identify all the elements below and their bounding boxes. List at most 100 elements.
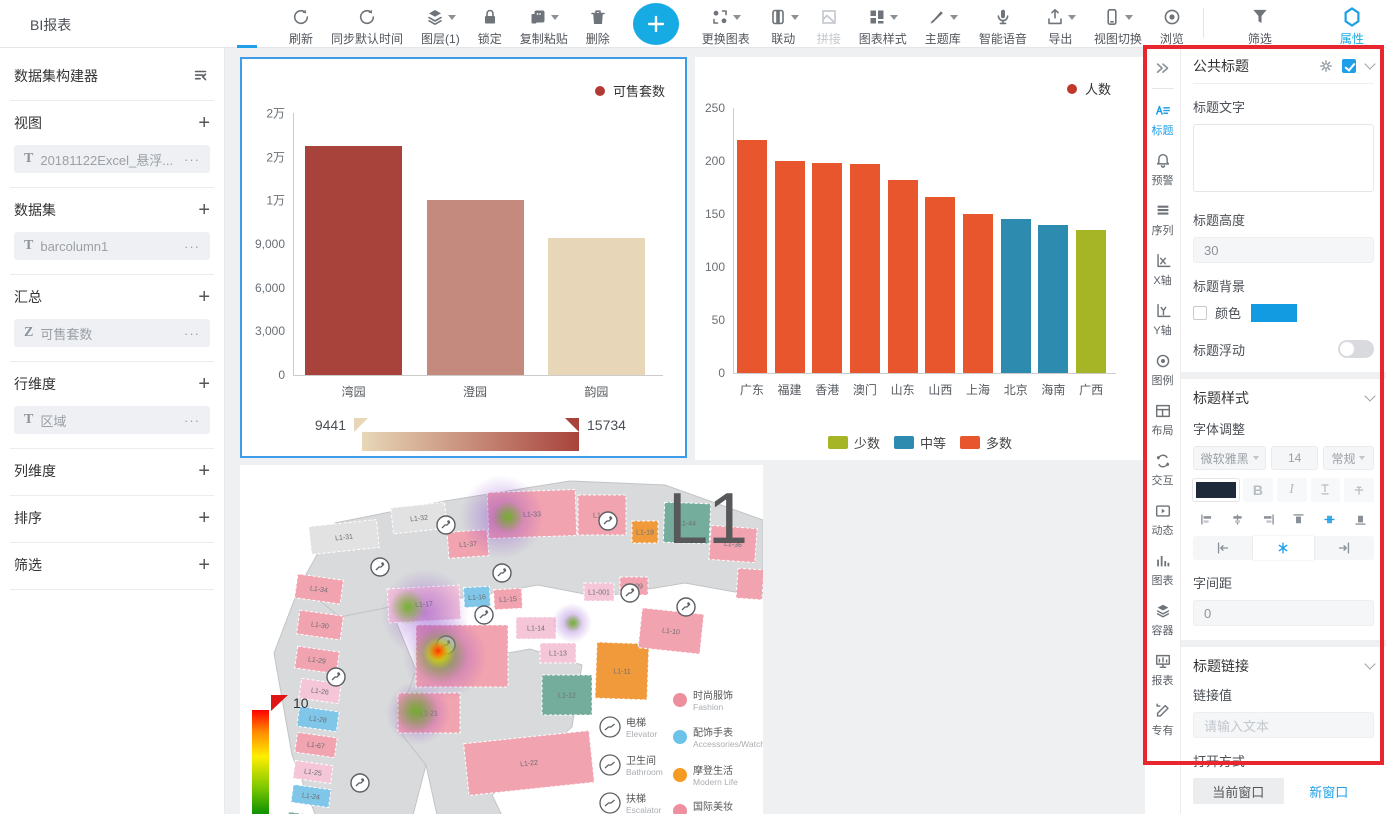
title-enabled-checkbox[interactable] [1342,58,1356,73]
bar-湾园[interactable] [305,146,402,375]
letter-spacing-input[interactable]: 0 [1193,600,1374,626]
add-aggregate-button[interactable]: + [198,286,210,308]
bar-北京[interactable] [1001,219,1031,373]
tab-layout[interactable]: 布局 [1152,395,1174,445]
add-sort-button[interactable]: + [198,507,210,529]
piece-medium[interactable]: 中等 [893,433,946,452]
tab-container[interactable]: 容器 [1152,595,1174,645]
underline-button[interactable] [1310,478,1341,502]
piece-many[interactable]: 多数 [960,433,1012,452]
canvas-scroll-indicator[interactable] [237,45,257,48]
visualmap-gradient-bar[interactable] [362,432,579,451]
valign-middle-button[interactable] [1316,508,1344,530]
row-dim-item[interactable]: T 区域 ··· [14,406,210,434]
tab-legend[interactable]: 图例 [1152,345,1174,395]
chevron-down-icon[interactable] [1364,658,1376,670]
bar-澳门[interactable] [850,164,880,373]
theme-library-button[interactable]: 主题库 [925,0,961,47]
bold-button[interactable]: B [1243,478,1273,502]
tab-report[interactable]: 报表 [1152,645,1174,695]
tab-dynamic[interactable]: 动态 [1152,495,1174,545]
position-right-button[interactable] [1314,536,1374,560]
more-icon[interactable]: ··· [184,325,200,341]
lock-button[interactable]: 锁定 [478,0,502,47]
bar-福建[interactable] [775,161,805,373]
bar-澄园[interactable] [427,200,524,375]
visualmap-handle-min[interactable] [354,418,368,432]
tab-y-axis[interactable]: Y轴 [1153,295,1172,345]
view-item[interactable]: T 20181122Excel_悬浮... ··· [14,145,210,173]
floorplan-heatmap[interactable]: L1-31L1-32L1-37L1-33L1-35L1-19L1-44L1-36… [240,465,763,814]
title-text-input[interactable] [1193,124,1374,192]
piece-few[interactable]: 少数 [827,433,880,452]
collapse-builder-icon[interactable] [192,67,210,85]
bar-上海[interactable] [963,214,993,373]
open-current-window-option[interactable]: 当前窗口 [1212,784,1265,800]
copy-paste-button[interactable]: 复制粘贴 [520,0,568,47]
bar-山东[interactable] [888,180,918,373]
more-icon[interactable]: ··· [184,238,200,254]
delete-button[interactable]: 删除 [586,0,610,47]
tab-special[interactable]: 专有 [1152,695,1174,745]
tab-series[interactable]: 序列 [1152,195,1174,245]
export-button[interactable]: 导出 [1045,0,1076,47]
add-filter-button[interactable]: + [198,554,210,576]
font-color-swatch[interactable] [1192,478,1240,502]
add-col-dim-button[interactable]: + [198,460,210,482]
view-switch-button[interactable]: 视图切换 [1094,0,1142,47]
gear-icon[interactable] [1318,58,1334,74]
smart-voice-button[interactable]: 智能语音 [979,0,1027,47]
properties-button[interactable]: 属性 [1340,0,1364,47]
linkage-button[interactable]: 联动 [768,0,799,47]
italic-button[interactable]: I [1276,478,1307,502]
bar-海南[interactable] [1038,225,1068,373]
chart1-legend[interactable]: 可售套数 [594,81,665,100]
bar-香港[interactable] [812,163,842,373]
add-chart-button[interactable] [632,3,679,45]
more-icon[interactable]: ··· [184,412,200,428]
bar-chart-people-count[interactable]: 人数 250 200 150 100 50 0 广东 福建 香港 澳门 山东 山西 上海 北京 海南 广西 少… [695,57,1145,460]
valign-bottom-button[interactable] [1347,508,1374,530]
font-weight-select[interactable]: 常规 [1322,446,1374,470]
link-value-input[interactable]: 请输入文本 [1193,712,1374,738]
bar-chart-sellable-units[interactable]: 可售套数 2万 2万 1万 9,000 6,000 3,000 0 湾园 澄园 韵园 9441 1… [240,57,687,458]
align-left-button[interactable] [1193,508,1220,530]
position-center-button[interactable] [1253,536,1314,560]
title-float-toggle[interactable] [1338,340,1374,358]
layers-button[interactable]: 图层(1) [421,0,460,47]
chart-style-button[interactable]: 图表样式 [859,0,907,47]
valign-top-button[interactable] [1285,508,1313,530]
refresh-button[interactable]: 刷新 [289,0,313,47]
font-family-select[interactable]: 微软雅黑 [1193,446,1267,470]
align-right-button[interactable] [1254,508,1282,530]
strikethrough-button[interactable] [1344,478,1374,502]
align-center-button[interactable] [1223,508,1251,530]
filter-button[interactable]: 筛选 [1248,0,1272,47]
chart2-legend[interactable]: 人数 [1066,79,1111,98]
bg-color-swatch[interactable] [1251,303,1298,322]
tab-title[interactable]: 标题 [1152,95,1174,145]
browse-button[interactable]: 浏览 [1160,0,1184,47]
tab-interaction[interactable]: 交互 [1152,445,1174,495]
bar-山西[interactable] [925,197,955,373]
add-dataset-button[interactable]: + [198,199,210,221]
position-left-button[interactable] [1193,536,1253,560]
chevron-down-icon[interactable] [1364,390,1376,402]
bar-广东[interactable] [737,140,767,373]
more-icon[interactable]: ··· [184,151,200,167]
add-row-dim-button[interactable]: + [198,373,210,395]
chevron-down-icon[interactable] [1364,57,1376,70]
bar-广西[interactable] [1076,230,1106,373]
visualmap-handle-max[interactable] [565,418,579,432]
aggregate-item[interactable]: Z 可售套数 ··· [14,319,210,347]
font-size-select[interactable]: 14 [1271,446,1318,470]
tab-chart[interactable]: 图表 [1152,545,1174,595]
sync-default-time-button[interactable]: 同步默认时间 [331,0,403,47]
collapse-panel-button[interactable] [1154,48,1172,86]
bg-color-checkbox[interactable] [1193,305,1207,320]
tab-x-axis[interactable]: X轴 [1153,245,1172,295]
add-view-button[interactable]: + [198,112,210,134]
tab-alert[interactable]: 预警 [1152,145,1174,195]
bar-韵园[interactable] [548,238,645,375]
